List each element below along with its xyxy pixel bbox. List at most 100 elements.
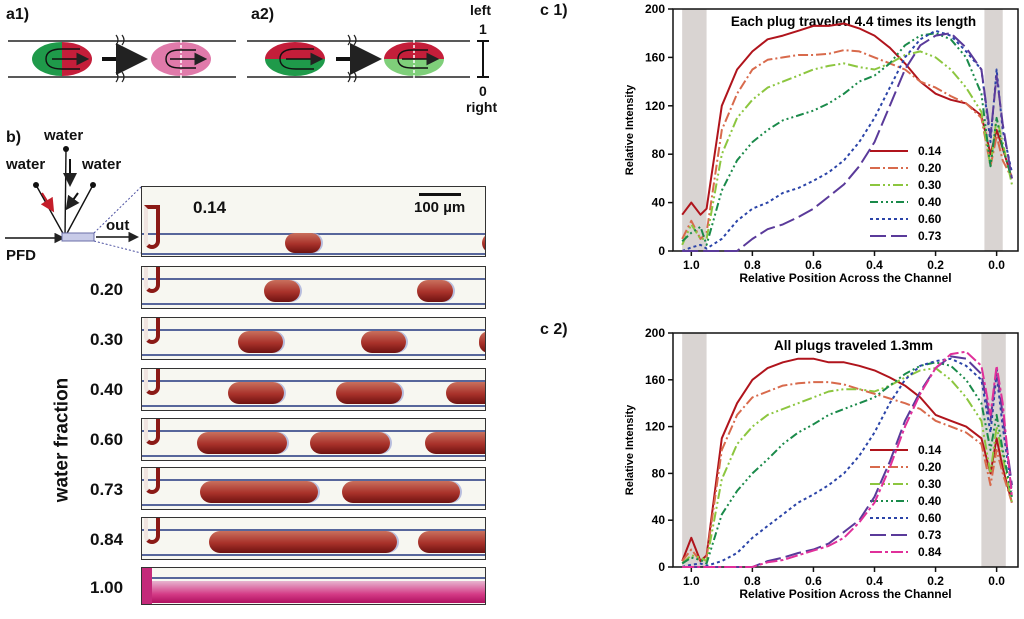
y-axis-label: Relative Intensity <box>624 84 636 175</box>
shaded-band-0 <box>682 333 707 567</box>
fraction-label-0.73: 0.73 <box>90 480 124 499</box>
y-tick-label-40: 40 <box>652 196 666 210</box>
legend-label-0.20: 0.20 <box>918 460 942 474</box>
legend-label-0.84: 0.84 <box>918 545 942 559</box>
legend-label-0.30: 0.30 <box>918 178 942 192</box>
inlet-water-top: water <box>44 127 84 144</box>
inlet-water-left: water <box>6 156 46 173</box>
plot-frame <box>672 332 1019 568</box>
scale-right-label: right <box>466 99 498 115</box>
x-tick-label-0.6: 0.6 <box>805 258 822 272</box>
x-tick-label-0.8: 0.8 <box>744 258 761 272</box>
y-tick-label-40: 40 <box>652 513 666 527</box>
legend-label-0.40: 0.40 <box>918 494 942 508</box>
fraction-label-0.60: 0.60 <box>90 430 124 449</box>
channel-image-0.84 <box>141 517 486 560</box>
series-line-0.20 <box>681 381 1013 563</box>
y-tick-label-0: 0 <box>658 244 665 258</box>
position-scale-bar <box>477 40 489 78</box>
y-tick-label-80: 80 <box>652 466 666 480</box>
x-axis-label: Relative Position Across the Channel <box>739 587 951 601</box>
x-tick-label-0.2: 0.2 <box>927 574 944 588</box>
y-tick-label-0: 0 <box>658 560 665 574</box>
mixing-schematic <box>8 34 489 83</box>
panel-label-a2: a2) <box>251 6 275 23</box>
legend-label-0.60: 0.60 <box>918 212 942 226</box>
legend-label-0.60: 0.60 <box>918 511 942 525</box>
x-tick-label-0.0: 0.0 <box>988 574 1005 588</box>
inlet-diagram <box>5 146 142 254</box>
channel-image-0.14: 100 µm 0.14 <box>141 186 486 257</box>
a2-plug-mixed <box>384 40 444 78</box>
fraction-label-1.00: 1.00 <box>90 578 124 597</box>
y-tick-label-200: 200 <box>645 2 665 16</box>
series-line-0.14 <box>681 357 1013 563</box>
x-tick-label-0.4: 0.4 <box>866 574 883 588</box>
channel-image-0.73 <box>141 467 486 510</box>
series-line-0.40 <box>681 32 1013 246</box>
x-tick-label-0.6: 0.6 <box>805 574 822 588</box>
y-tick-label-120: 120 <box>645 420 665 434</box>
a2-channel <box>247 34 470 83</box>
scale-left-label: left <box>470 2 491 18</box>
legend-label-0.20: 0.20 <box>918 161 942 175</box>
x-tick-label-0.0: 0.0 <box>988 258 1005 272</box>
x-tick-label-0.2: 0.2 <box>927 258 944 272</box>
fraction-label-0.84: 0.84 <box>90 530 124 549</box>
legend-label-0.14: 0.14 <box>918 144 942 158</box>
x-tick-label-1.0: 1.0 <box>683 574 700 588</box>
y-tick-label-160: 160 <box>645 373 665 387</box>
inlet-out-label: out <box>106 217 130 234</box>
panel-label-c2: c 2) <box>540 321 568 338</box>
series-line-0.14 <box>681 22 1013 216</box>
scale-top-value: 1 <box>479 21 487 37</box>
chart-title: Each plug traveled 4.4 times its length <box>731 14 976 29</box>
legend-label-0.73: 0.73 <box>918 528 942 542</box>
x-tick-label-0.4: 0.4 <box>866 258 883 272</box>
y-tick-label-200: 200 <box>645 326 665 340</box>
y-tick-label-80: 80 <box>652 147 666 161</box>
y-tick-label-120: 120 <box>645 99 665 113</box>
a1-plug-mixed <box>151 40 211 78</box>
y-axis-label: Relative Intensity <box>624 404 636 495</box>
channel-image-0.40 <box>141 368 486 411</box>
shaded-band-1 <box>984 9 1003 251</box>
legend-label-0.14: 0.14 <box>918 443 942 457</box>
a1-channel <box>8 34 236 83</box>
channel-image-0.60 <box>141 418 486 461</box>
series-line-0.30 <box>681 50 1013 246</box>
fraction-label-0.30: 0.30 <box>90 330 124 349</box>
scale-bar-line <box>419 193 461 196</box>
series-line-0.60 <box>681 29 1013 252</box>
legend-label-0.40: 0.40 <box>918 195 942 209</box>
panel-label-c1: c 1) <box>540 2 568 19</box>
y-tick-label-160: 160 <box>645 50 665 64</box>
series-line-0.40 <box>681 361 1013 565</box>
x-axis-label: Relative Position Across the Channel <box>739 271 951 285</box>
legend-label-0.30: 0.30 <box>918 477 942 491</box>
fraction-label-0.14: 0.14 <box>193 198 227 217</box>
series-line-0.84 <box>682 350 1013 568</box>
plot-frame <box>672 8 1019 252</box>
legend-label-0.73: 0.73 <box>918 229 942 243</box>
a1-plug-unmixed <box>32 42 92 76</box>
scale-bottom-value: 0 <box>479 83 487 99</box>
chart-title: All plugs traveled 1.3mm <box>774 338 933 353</box>
panel-label-b: b) <box>6 129 22 146</box>
series-line-0.20 <box>681 49 1013 240</box>
inlet-pfd-label: PFD <box>6 247 36 264</box>
panel-label-a1: a1) <box>6 6 30 23</box>
x-tick-label-1.0: 1.0 <box>683 258 700 272</box>
channel-image-1.00 <box>141 567 486 605</box>
fraction-label-0.20: 0.20 <box>90 280 124 299</box>
series-line-0.30 <box>681 367 1013 565</box>
channel-image-0.30 <box>141 317 486 360</box>
scale-bar-label: 100 µm <box>414 199 466 216</box>
series-line-0.60 <box>681 357 1013 568</box>
channel-image-0.20 <box>141 266 486 309</box>
x-tick-label-0.8: 0.8 <box>744 574 761 588</box>
series-line-0.73 <box>682 32 1013 252</box>
a2-plug-unmixed <box>265 42 325 76</box>
